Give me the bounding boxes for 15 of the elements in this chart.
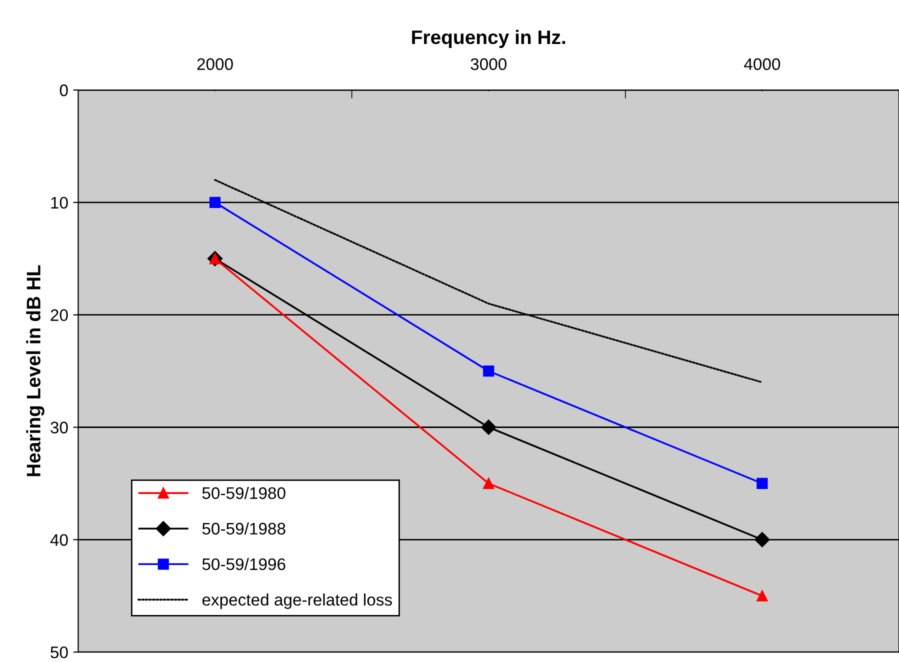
- legend-label: 50-59/1980: [202, 486, 286, 500]
- y-tick-label: 20: [50, 309, 68, 322]
- x-tick-label: 4000: [744, 58, 780, 70]
- x-axis-title: Frequency in Hz.: [412, 30, 566, 48]
- y-tick-label: 30: [50, 422, 68, 434]
- legend-label: 50-59/1988: [202, 522, 286, 535]
- y-tick-label: 40: [50, 534, 68, 546]
- y-axis-title: Hearing Level in dB HL: [26, 265, 44, 476]
- legend-label: expected age-related loss: [202, 593, 392, 609]
- x-tick-label: 2000: [197, 58, 233, 70]
- legend-label: 50-59/1996: [202, 558, 286, 570]
- x-tick-label: 3000: [470, 58, 506, 70]
- y-tick-label: 50: [50, 646, 68, 658]
- y-tick-label: 0: [60, 84, 68, 96]
- y-tick-label: 10: [51, 196, 68, 209]
